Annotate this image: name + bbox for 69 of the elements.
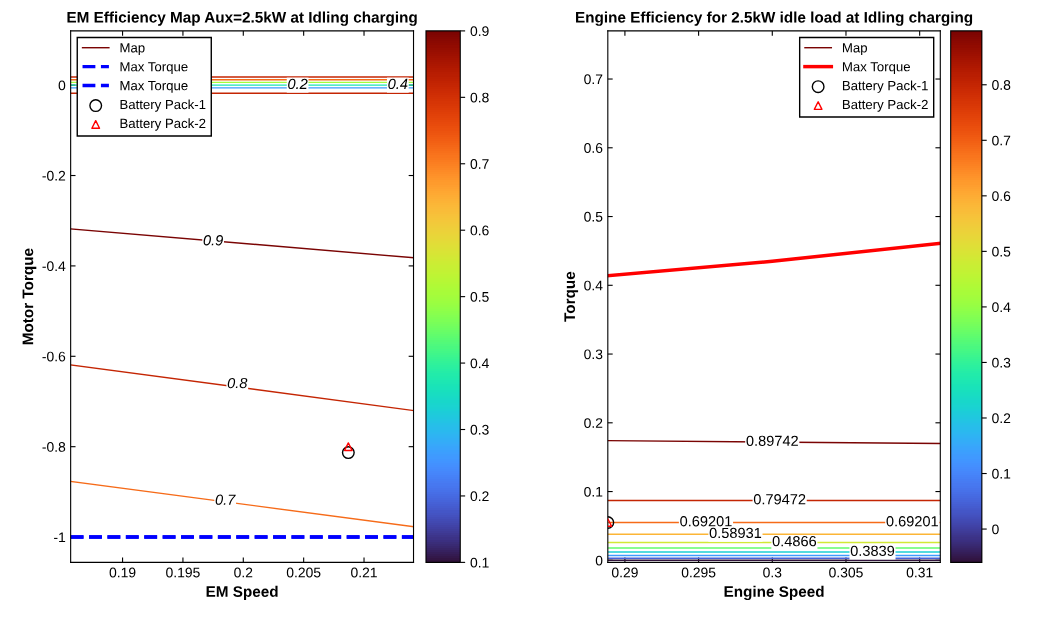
- color-bar-label: 0.7: [992, 135, 1011, 146]
- x-tick-label: 0.21: [351, 567, 377, 578]
- color-bar-label: 0.5: [992, 246, 1011, 257]
- annotation: 0.69201: [680, 516, 732, 527]
- chart-title: EM Efficiency Map Aux=2.5kW at Idling charging: [67, 11, 417, 26]
- color-bar-label: 0.8: [470, 92, 489, 103]
- color-bar-label: 0.5: [470, 291, 489, 302]
- legend-label: Max Torque: [842, 62, 911, 74]
- y-tick-label: 0: [595, 555, 603, 566]
- x-tick-label: 0.31: [906, 567, 933, 578]
- x-tick-label: 0.195: [166, 567, 200, 578]
- color-bar-label: 0.6: [992, 191, 1011, 202]
- legend-label: Battery Pack-1: [120, 99, 206, 112]
- x-axis-title: Engine Speed: [724, 585, 824, 601]
- color-bar-label: 0: [992, 524, 999, 535]
- legend-label: Battery Pack-2: [120, 118, 206, 131]
- color-bar-label: 0.6: [470, 225, 489, 236]
- annotation: 0.79472: [753, 494, 806, 505]
- color-bar-label: 0.2: [470, 491, 489, 502]
- y-tick-label: -0.4: [42, 261, 66, 272]
- legend-label: Battery Pack-2: [842, 99, 928, 112]
- x-tick-label: 0.205: [286, 567, 321, 578]
- annotation: 0.58931: [709, 527, 762, 539]
- color-bar-label: 0.7: [470, 159, 489, 169]
- annotation: 0.9: [203, 235, 223, 246]
- annotation: 0.69201: [886, 516, 938, 527]
- y-tick-label: 0.4: [584, 280, 603, 291]
- y-axis-title: Motor Torque: [22, 248, 37, 345]
- y-tick-label: 0.1: [584, 486, 603, 497]
- x-axis-title: EM Speed: [206, 585, 278, 600]
- y-tick-label: -0.8: [42, 442, 66, 452]
- color-bar-label: 0.4: [992, 302, 1011, 313]
- y-tick-label: 0.6: [584, 143, 603, 153]
- x-tick-label: 0.305: [829, 567, 863, 578]
- annotation: 0.7: [215, 494, 236, 505]
- x-tick-label: 0.2: [234, 567, 253, 578]
- y-tick-label: -0.6: [42, 351, 66, 362]
- legend-label: Battery Pack-1: [842, 80, 928, 93]
- legend-label: Map: [842, 43, 868, 56]
- annotation: 0.3839: [850, 545, 895, 556]
- legend-label: Map: [120, 43, 145, 56]
- x-tick-label: 0.3: [763, 567, 782, 578]
- y-tick-label: 0.5: [584, 211, 603, 222]
- legend-label: Max Torque: [120, 81, 188, 93]
- x-tick-label: 0.295: [681, 567, 716, 578]
- color-bar-label: 0.8: [992, 80, 1011, 90]
- x-tick-label: 0.19: [109, 567, 136, 578]
- y-tick-label: -0.2: [42, 170, 66, 181]
- color-bar-label: 0.1: [470, 557, 489, 568]
- annotation: 0.4: [388, 78, 408, 90]
- annotation: 0.2: [288, 78, 308, 90]
- annotation: 0.89742: [746, 435, 798, 446]
- color-bar-label: 0.2: [992, 413, 1011, 424]
- annotation: 0.4866: [772, 536, 817, 547]
- y-tick-label: 0: [58, 80, 66, 91]
- y-tick-label: 0.3: [584, 349, 603, 360]
- color-bar-label: 0.3: [992, 357, 1011, 368]
- y-axis-title: Torque: [564, 271, 579, 322]
- color-bar-label: 0.1: [992, 468, 1011, 479]
- x-tick-label: 0.29: [611, 567, 638, 578]
- annotation: 0.8: [227, 377, 248, 389]
- y-tick-label: -1: [54, 532, 66, 543]
- y-tick-label: 0.7: [584, 74, 603, 85]
- legend-label: Max Torque: [120, 62, 188, 74]
- y-tick-label: 0.2: [584, 418, 603, 428]
- color-bar-label: 0.9: [470, 26, 489, 37]
- chart-title: Engine Efficiency for 2.5kW idle load at Idling charging: [576, 11, 973, 26]
- color-bar-label: 0.3: [470, 424, 489, 435]
- color-bar-label: 0.4: [470, 358, 489, 369]
